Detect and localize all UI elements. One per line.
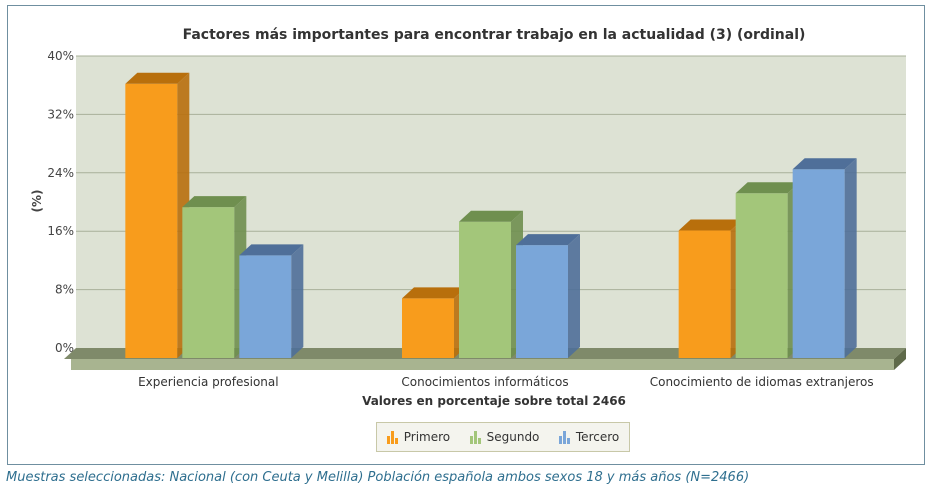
y-tick-label: 32% — [47, 107, 74, 121]
bar-top — [735, 182, 800, 194]
legend-label: Tercero — [575, 430, 620, 444]
y-tick-label: 40% — [47, 49, 74, 63]
bar-chart-icon — [558, 430, 570, 444]
floor-front — [71, 359, 894, 370]
x-axis-label: Valores en porcentaje sobre total 2466 — [362, 394, 626, 408]
legend-item-primero[interactable]: Primero — [386, 430, 451, 444]
bar-side — [291, 244, 304, 358]
bar-tercero — [239, 255, 292, 358]
bar-tercero — [516, 245, 568, 358]
bar-top — [459, 210, 523, 222]
chart-frame: Factores más importantes para encontrar … — [7, 5, 925, 465]
x-category-label: Conocimiento de idiomas extranjeros — [650, 375, 874, 389]
bar-chart: Factores más importantes para encontrar … — [30, 27, 906, 408]
bar-top — [678, 219, 743, 231]
bar-top — [402, 287, 466, 299]
bar-chart-icon — [386, 430, 398, 444]
legend-label: Primero — [403, 430, 451, 444]
bar-top — [182, 196, 247, 208]
legend-item-tercero[interactable]: Tercero — [558, 430, 620, 444]
y-tick-label: 8% — [55, 283, 74, 297]
bar-top — [239, 244, 304, 256]
chart-title: Factores más importantes para encontrar … — [183, 27, 806, 43]
bar-chart-icon — [469, 430, 481, 444]
legend-item-segundo[interactable]: Segundo — [469, 430, 540, 444]
bar-primero — [125, 83, 178, 358]
bar-primero — [402, 298, 454, 358]
bar-side — [844, 158, 857, 358]
bar-primero — [678, 230, 731, 358]
x-category-label: Experiencia profesional — [138, 375, 279, 389]
bar-top — [792, 158, 857, 170]
floor-side — [894, 348, 906, 370]
bar-tercero — [792, 169, 845, 358]
legend-label: Segundo — [486, 430, 540, 444]
sample-footnote: Muestras seleccionadas: Nacional (con Ce… — [6, 470, 750, 485]
legend: Primero Segundo Tercero — [376, 422, 630, 452]
y-axis-label: (%) — [30, 190, 44, 213]
bar-side — [568, 234, 580, 358]
y-tick-label: 16% — [47, 224, 74, 238]
bar-segundo — [459, 221, 511, 358]
x-category-label: Conocimientos informáticos — [401, 375, 568, 389]
bar-top — [125, 72, 190, 84]
y-tick-label: 0% — [55, 341, 74, 355]
y-tick-label: 24% — [47, 166, 74, 180]
bar-top — [516, 234, 580, 246]
bar-segundo — [182, 207, 235, 358]
bar-segundo — [735, 193, 788, 358]
